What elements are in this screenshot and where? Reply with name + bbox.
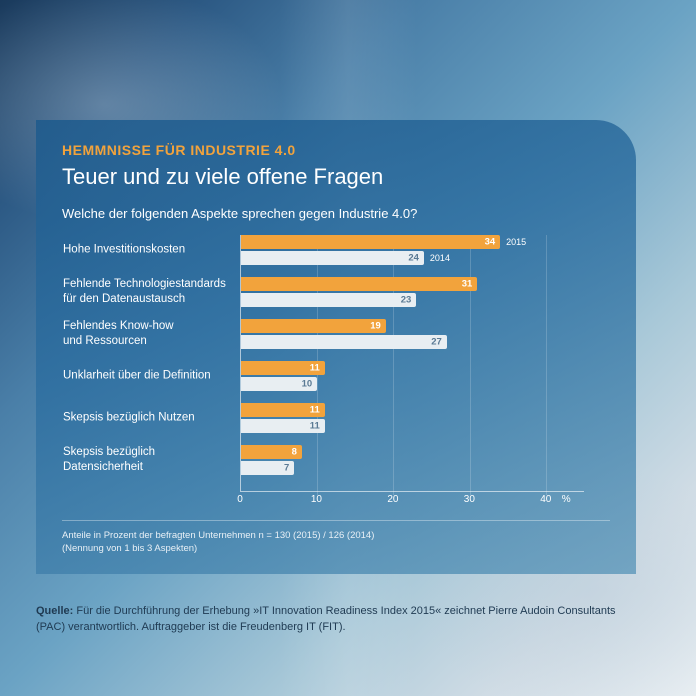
series-year-label: 2014	[430, 253, 450, 263]
headline: Teuer und zu viele offene Fragen	[62, 164, 610, 190]
bar-value: 7	[284, 463, 289, 474]
bar: 10	[241, 377, 317, 391]
bar: 11	[241, 361, 325, 375]
chart-row: Fehlende Technologiestandardsfür den Dat…	[241, 277, 584, 307]
chart-row: Hohe Investitionskosten342015242014	[241, 235, 584, 265]
bar-value: 34	[485, 237, 496, 248]
bar-set: 31 23	[241, 277, 584, 307]
chart-row: Fehlendes Know-howund Ressourcen1927	[241, 319, 584, 349]
kicker: HEMMNISSE FÜR INDUSTRIE 4.0	[62, 142, 610, 158]
bar: 23	[241, 293, 416, 307]
chart-row: Skepsis bezüglich Datensicherheit87	[241, 445, 584, 475]
chart-row: Unklarheit über die Definition1110	[241, 361, 584, 391]
series-year-label: 2015	[506, 237, 526, 247]
x-tick: 10	[311, 494, 322, 505]
bar-value: 11	[310, 421, 320, 432]
bar-set: 342015242014	[241, 235, 584, 265]
chart-card: HEMMNISSE FÜR INDUSTRIE 4.0 Teuer und zu…	[36, 120, 636, 574]
bar: 19	[241, 319, 386, 333]
x-unit: %	[562, 494, 571, 505]
category-label: Fehlende Technologiestandardsfür den Dat…	[63, 277, 241, 307]
bar: 342015	[241, 235, 500, 249]
x-tick: 30	[464, 494, 475, 505]
bar-chart: Hohe Investitionskosten342015242014Fehle…	[240, 235, 584, 492]
category-label: Hohe Investitionskosten	[63, 243, 241, 258]
bar-value: 23	[401, 295, 412, 306]
bar-value: 11	[310, 405, 320, 416]
x-tick: 20	[387, 494, 398, 505]
bar: 8	[241, 445, 302, 459]
bar: 242014	[241, 251, 424, 265]
bar-value: 24	[408, 253, 419, 264]
bar: 7	[241, 461, 294, 475]
category-label: Fehlendes Know-howund Ressourcen	[63, 319, 241, 349]
bar-set: 1110	[241, 361, 584, 391]
bar-value: 31	[462, 279, 473, 290]
bar-value: 27	[431, 337, 442, 348]
bar: 11	[241, 419, 325, 433]
source-text: Für die Durchführung der Erhebung »IT In…	[36, 605, 616, 633]
chart-row: Skepsis bezüglich Nutzen1111	[241, 403, 584, 433]
bar-set: 87	[241, 445, 584, 475]
x-tick: 40	[540, 494, 551, 505]
x-tick: 0	[237, 494, 243, 505]
category-label: Skepsis bezüglich Datensicherheit	[63, 445, 241, 475]
source-block: Quelle: Für die Durchführung der Erhebun…	[36, 604, 636, 636]
category-label: Unklarheit über die Definition	[63, 369, 241, 384]
source-label: Quelle:	[36, 605, 73, 617]
chart-footnote: Anteile in Prozent der befragten Unterne…	[62, 520, 610, 556]
bar-value: 11	[310, 363, 320, 374]
bar-value: 19	[370, 321, 381, 332]
footnote-line1: Anteile in Prozent der befragten Unterne…	[62, 530, 374, 541]
bar-value: 8	[292, 447, 297, 458]
bar: 27	[241, 335, 447, 349]
bar-set: 1927	[241, 319, 584, 349]
bar: 31	[241, 277, 477, 291]
bar-set: 1111	[241, 403, 584, 433]
question: Welche der folgenden Aspekte sprechen ge…	[62, 206, 610, 221]
bar-value: 10	[302, 379, 313, 390]
category-label: Skepsis bezüglich Nutzen	[63, 411, 241, 426]
bar: 11	[241, 403, 325, 417]
footnote-line2: (Nennung von 1 bis 3 Aspekten)	[62, 543, 197, 554]
x-axis: 0 10 20 30 40%	[240, 494, 584, 512]
